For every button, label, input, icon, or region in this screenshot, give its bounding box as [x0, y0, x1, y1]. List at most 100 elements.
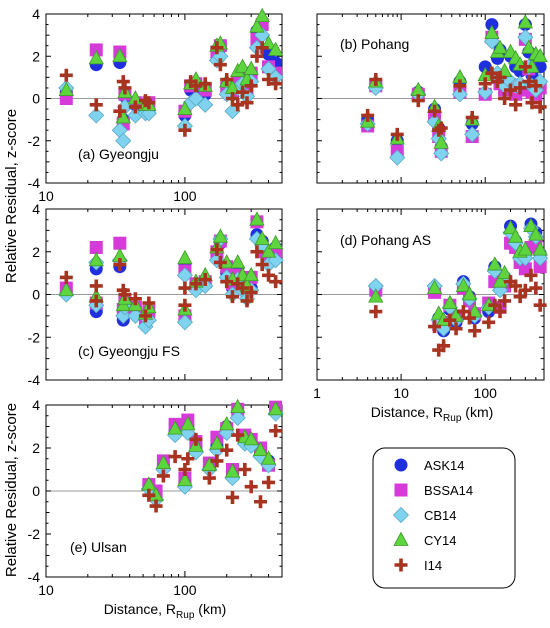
data-point	[231, 98, 245, 112]
data-point	[509, 98, 523, 112]
data-point	[462, 311, 476, 325]
data-point	[178, 298, 192, 312]
data-point	[89, 279, 103, 293]
x-tick-label: 100	[173, 582, 197, 598]
legend-item-cb14: CB14	[392, 506, 457, 524]
data-point	[187, 90, 204, 107]
data-point	[243, 431, 259, 446]
data-point	[176, 314, 193, 331]
data-point	[269, 275, 283, 289]
data-point	[220, 72, 234, 86]
data-point	[522, 75, 536, 89]
data-point	[533, 100, 547, 114]
legend-label: BSSA14	[424, 483, 473, 498]
data-point	[189, 79, 203, 93]
data-point	[455, 277, 472, 292]
x-axis-label-bottom-main: Distance, R	[104, 601, 176, 617]
data-point	[517, 241, 534, 256]
series-i14	[59, 243, 283, 323]
series-i14	[361, 60, 547, 141]
data-point	[518, 60, 532, 74]
data-point	[532, 47, 548, 63]
data-point	[142, 96, 156, 110]
data-point	[210, 454, 224, 468]
data-point	[464, 126, 481, 143]
x-tick-label: 10	[393, 385, 409, 401]
data-point	[234, 58, 251, 73]
data-point	[484, 24, 500, 39]
data-point	[523, 217, 539, 233]
data-point	[198, 77, 212, 91]
data-point	[532, 241, 548, 256]
data-point	[249, 211, 265, 226]
data-point	[518, 283, 532, 297]
data-point	[178, 281, 192, 295]
y-axis-label-bottom: Relative Residual, z-score	[3, 403, 20, 577]
data-point	[89, 240, 103, 254]
data-point	[485, 18, 499, 32]
panel-title: (e) Ulsan	[70, 539, 127, 555]
data-point	[502, 219, 519, 235]
data-points	[359, 14, 549, 166]
data-point	[168, 450, 182, 464]
panel-3: -4 -2 0 2 4 (c) Gyeongju FS	[28, 201, 284, 388]
data-point	[167, 420, 183, 435]
data-point	[189, 432, 203, 446]
data-point	[453, 79, 467, 93]
data-point	[254, 230, 270, 245]
data-point	[437, 339, 451, 353]
y-tick-label: 2	[32, 48, 40, 64]
legend-marker	[394, 483, 408, 497]
data-point	[260, 243, 277, 258]
data-point	[177, 249, 193, 265]
data-point	[142, 488, 156, 502]
data-point	[149, 499, 163, 513]
data-point	[113, 236, 127, 250]
data-point	[513, 81, 527, 95]
data-point	[250, 49, 264, 63]
data-point	[433, 145, 450, 162]
data-point	[177, 471, 193, 487]
data-point	[498, 92, 512, 105]
data-points	[58, 7, 284, 149]
x-axis-label-bottom-unit: (km)	[194, 601, 226, 617]
data-point	[201, 456, 218, 472]
y-tick-label: -4	[28, 372, 41, 388]
data-point	[88, 50, 104, 65]
data-point	[260, 450, 277, 465]
y-tick-label: 0	[32, 287, 40, 303]
data-point	[478, 60, 492, 74]
data-point	[255, 258, 269, 272]
data-point	[262, 268, 276, 282]
data-point	[128, 100, 142, 114]
data-point	[529, 281, 543, 295]
data-point	[255, 41, 269, 55]
y-tick-label: -4	[28, 569, 41, 585]
y-tick-label: 4	[32, 6, 40, 22]
y-tick-label: 0	[32, 483, 40, 499]
data-point	[220, 443, 234, 457]
data-point	[498, 294, 512, 308]
data-point	[112, 47, 128, 63]
data-point	[465, 111, 479, 125]
data-point	[262, 475, 276, 489]
y-tick-label: -2	[28, 526, 41, 542]
data-point	[426, 279, 443, 294]
y-tick-label: 2	[32, 440, 40, 456]
data-point	[428, 320, 442, 334]
panel-5: -4 -2 0 2 4 10 100 (e) Ulsan	[28, 397, 284, 598]
data-point	[250, 245, 264, 259]
data-point	[113, 104, 127, 118]
data-point	[212, 228, 229, 243]
data-point	[524, 268, 538, 282]
panel-4: 1 10 100 (d) Pohang AS	[313, 208, 549, 401]
data-point	[504, 83, 518, 97]
data-point	[493, 305, 507, 319]
data-points	[367, 217, 549, 357]
data-point	[58, 81, 74, 96]
legend-item-bssa14: BSSA14	[394, 483, 473, 498]
data-point	[485, 66, 499, 80]
data-point	[209, 435, 225, 450]
data-point	[267, 234, 284, 250]
